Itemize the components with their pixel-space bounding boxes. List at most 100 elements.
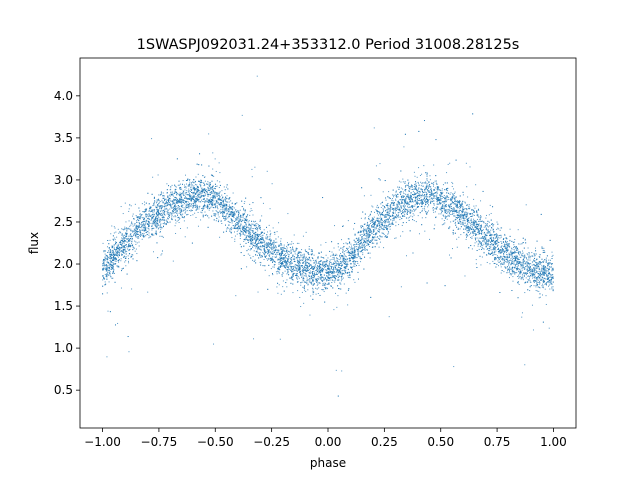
data-point <box>128 351 130 353</box>
data-point <box>386 225 388 227</box>
data-point <box>377 219 379 221</box>
data-point <box>420 181 422 183</box>
data-point <box>388 209 390 211</box>
data-point <box>481 242 483 244</box>
data-point <box>435 182 437 184</box>
data-point <box>331 275 333 277</box>
data-point <box>312 288 314 290</box>
data-point <box>310 295 312 297</box>
data-point <box>330 266 332 267</box>
data-point <box>403 206 405 208</box>
data-point <box>474 223 476 225</box>
data-point <box>278 259 280 261</box>
data-point <box>408 198 410 200</box>
data-point <box>506 257 508 259</box>
data-point <box>389 216 391 218</box>
data-point <box>312 290 314 292</box>
data-point <box>453 210 455 212</box>
data-point <box>404 215 406 217</box>
data-point <box>314 260 316 262</box>
data-point <box>254 236 256 238</box>
data-point <box>296 275 298 277</box>
data-point <box>297 267 299 269</box>
data-point <box>475 223 477 225</box>
data-point <box>115 231 117 233</box>
data-point <box>272 248 274 250</box>
data-point <box>107 274 109 276</box>
data-point <box>334 266 336 268</box>
data-point <box>136 253 138 255</box>
data-point <box>408 195 410 197</box>
data-point <box>487 239 489 241</box>
data-point <box>353 252 355 254</box>
data-point <box>161 253 163 255</box>
data-point <box>528 254 530 256</box>
data-point <box>290 265 292 267</box>
data-point <box>175 204 177 206</box>
data-point <box>216 218 218 220</box>
data-point <box>496 228 498 230</box>
data-point <box>298 257 300 259</box>
data-point <box>359 246 361 248</box>
data-point <box>278 244 280 246</box>
data-point <box>427 202 429 204</box>
data-point <box>178 194 180 196</box>
data-point <box>287 213 289 215</box>
data-point <box>245 225 247 227</box>
data-point <box>313 279 315 281</box>
data-point <box>201 208 203 210</box>
data-point <box>269 239 271 241</box>
data-point <box>448 254 450 256</box>
data-point <box>424 230 426 232</box>
data-point <box>372 226 374 228</box>
data-point <box>353 265 355 267</box>
data-point <box>521 273 523 275</box>
data-point <box>110 233 112 235</box>
data-point <box>156 200 158 202</box>
data-point <box>237 229 239 231</box>
data-point <box>408 181 410 183</box>
data-point <box>204 211 206 213</box>
data-point <box>508 244 510 246</box>
data-point <box>315 274 317 276</box>
data-point <box>313 261 315 263</box>
data-point <box>379 229 381 231</box>
data-point <box>188 192 190 194</box>
data-point <box>534 275 536 277</box>
data-point <box>268 250 270 252</box>
data-point <box>184 189 186 191</box>
data-point <box>197 211 199 213</box>
data-point <box>192 186 194 188</box>
data-point <box>475 220 477 222</box>
data-point <box>475 225 477 227</box>
data-point <box>538 270 540 272</box>
data-point <box>405 201 407 203</box>
data-point <box>172 206 174 208</box>
data-point <box>320 267 322 269</box>
data-point <box>520 261 522 263</box>
data-point <box>178 218 180 220</box>
data-point <box>347 220 349 222</box>
data-point <box>424 205 426 207</box>
data-point <box>401 224 403 226</box>
data-point <box>288 255 290 257</box>
data-point <box>424 187 426 189</box>
data-point <box>364 249 366 251</box>
data-point <box>334 225 336 227</box>
data-point <box>461 204 463 206</box>
data-point <box>160 219 162 221</box>
data-point <box>470 237 472 239</box>
data-point <box>365 238 367 240</box>
data-point <box>396 203 398 205</box>
data-point <box>439 190 441 192</box>
data-point <box>296 265 298 267</box>
data-point <box>247 231 249 233</box>
data-point <box>446 196 448 198</box>
data-point <box>355 254 357 256</box>
data-point <box>143 229 145 231</box>
data-point <box>162 223 164 225</box>
data-point <box>445 196 447 198</box>
data-point <box>190 215 192 217</box>
data-point <box>226 228 228 230</box>
data-point <box>421 193 423 195</box>
